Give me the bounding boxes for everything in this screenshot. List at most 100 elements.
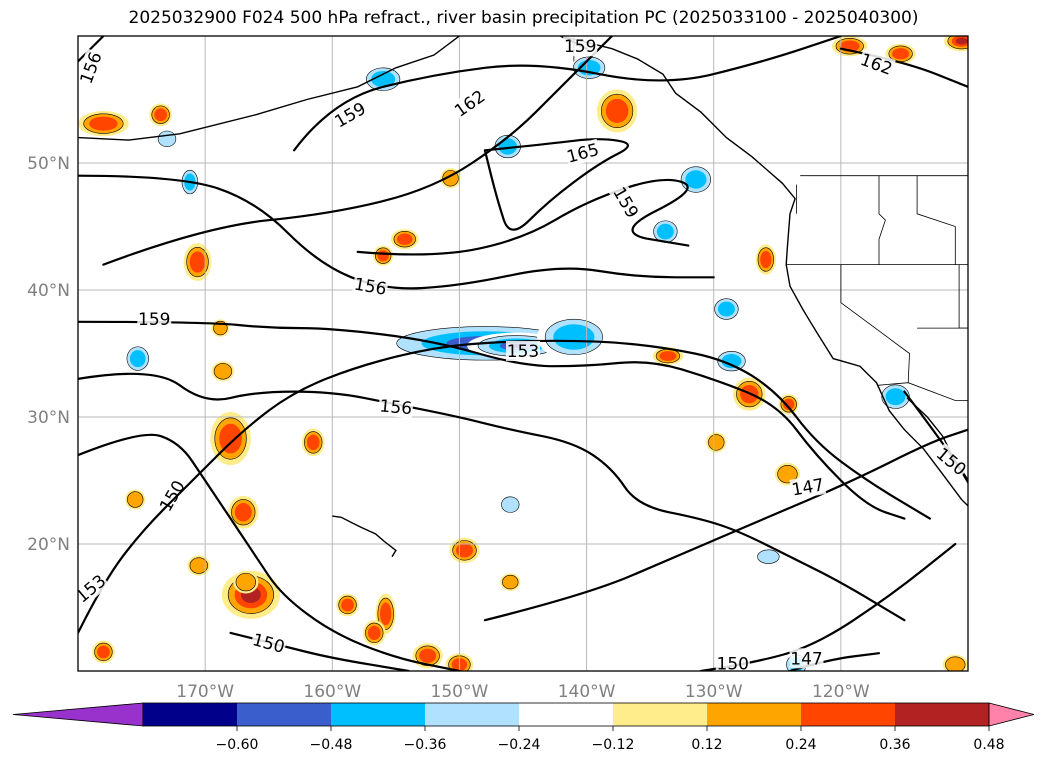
colorbar-segment — [895, 703, 990, 726]
contour-162: 162 — [293, 36, 842, 152]
precip-anomaly-area — [755, 244, 776, 275]
map-axes: 170°W 160°W 150°W 140°W 130°W 120°W 20°N 30°N 40… — [27, 154, 870, 702]
contour-label-background — [789, 474, 827, 500]
contour-150: 150 — [229, 629, 410, 671]
precip-anomaly-area — [92, 640, 115, 664]
precip-anomaly-area — [228, 495, 259, 529]
colorbar-segment — [425, 703, 520, 726]
precip-anomaly-area — [361, 64, 405, 94]
precip-anomaly-area — [233, 570, 259, 594]
precip-anomaly-area — [498, 494, 522, 515]
precip-anomaly-area — [652, 347, 684, 365]
coastline — [332, 515, 397, 558]
contour-line — [483, 138, 629, 231]
contour-153: 153 — [506, 340, 540, 362]
contour-label-background — [857, 48, 896, 80]
political-border — [877, 382, 968, 401]
precip-anomaly-area — [711, 295, 742, 323]
precip-anomaly-area — [877, 381, 914, 412]
map-frame — [77, 35, 969, 672]
contour-label-background — [154, 476, 190, 516]
contour-159: 159 — [560, 36, 598, 57]
colorbar-segment — [801, 703, 896, 726]
contour-line — [788, 652, 881, 671]
precip-anomaly-area — [301, 428, 325, 457]
colorbar-tick-label: −0.36 — [404, 737, 447, 753]
contour-line — [78, 320, 906, 520]
contour-label: 159 — [138, 310, 170, 330]
contour-156: 156 — [78, 174, 715, 300]
contour-147: 147 — [483, 428, 968, 622]
contour-label-background — [137, 309, 172, 330]
precip-anomaly-area — [123, 343, 152, 374]
colorbar-tick-label: −0.12 — [592, 737, 635, 753]
precip-anomaly-area — [78, 111, 129, 137]
colorbar-tick-label: −0.24 — [498, 737, 541, 753]
colorbar: −0.60 −0.48 −0.36 −0.24 −0.12 0.12 0.24 0.36 0.4… — [12, 702, 1035, 753]
contour-label-background — [78, 48, 106, 88]
colorbar-tick-label: −0.48 — [310, 737, 353, 753]
precip-anomaly-area — [149, 103, 172, 127]
precip-anomaly-area — [373, 245, 394, 266]
contour-label-background — [506, 340, 540, 361]
precip-anomaly-area — [125, 489, 146, 510]
coastline — [560, 36, 968, 507]
colorbar-tick-label: −0.60 — [216, 737, 259, 753]
precip-anomaly-area — [706, 432, 727, 453]
colorbar-tick-label: 0.24 — [785, 737, 816, 753]
contour-156: 156 — [78, 372, 906, 622]
precip-anomaly-area — [155, 128, 179, 149]
colorbar-segment — [519, 703, 614, 726]
contour-label-background — [789, 648, 824, 669]
contour-label: 159 — [564, 37, 596, 57]
colorbar-tick-label: 0.12 — [691, 737, 722, 753]
colorbar-frame — [142, 702, 990, 727]
precip-anomaly-area — [183, 243, 212, 282]
coastline — [78, 36, 460, 141]
colorbar-segment — [237, 703, 332, 726]
contour-150: 150 — [78, 433, 461, 671]
contour-line — [78, 339, 931, 634]
precip-anomaly-area — [187, 555, 211, 576]
contour-label: 150 — [717, 654, 749, 674]
political-border — [840, 264, 910, 383]
colorbar-tick-label: 0.48 — [973, 737, 1004, 753]
precip-anomaly-area — [754, 547, 783, 566]
contour-line — [78, 36, 105, 63]
contour-line — [102, 36, 614, 266]
precip-anomaly-area — [942, 654, 968, 671]
contour-line — [483, 428, 968, 622]
precip-anomaly-area — [676, 163, 715, 196]
precip-anomaly-area — [778, 394, 799, 415]
colorbar-segment — [143, 703, 238, 726]
latitude-label: 40°N — [27, 281, 70, 301]
longitude-label: 140°W — [558, 682, 616, 702]
latitude-label: 50°N — [27, 154, 70, 174]
political-border — [916, 175, 956, 265]
colorbar-segment — [613, 703, 708, 726]
precip-anomaly-area — [774, 462, 801, 486]
colorbar-extend-low — [12, 702, 144, 727]
contour-line — [839, 47, 968, 88]
colorbar-segment — [707, 703, 802, 726]
precip-anomaly-area — [943, 36, 968, 52]
precip-anomaly-area — [596, 89, 638, 133]
political-border — [878, 175, 886, 265]
contour-line — [78, 433, 461, 671]
contour-159: 159 — [78, 309, 906, 520]
contour-150: 150 — [699, 542, 957, 674]
contour-label-background — [351, 273, 389, 299]
colorbar-segment — [331, 703, 426, 726]
colorbar-extend-high — [988, 702, 1035, 727]
colorbar-tick-label: 0.36 — [879, 737, 910, 753]
contour-165: 165 — [483, 138, 629, 231]
contour-label: 156 — [379, 396, 413, 419]
contour-147: 147 — [788, 648, 881, 671]
precip-anomaly-area — [537, 314, 611, 360]
precip-anomaly-area — [390, 229, 419, 250]
contour-label-background — [932, 442, 968, 481]
longitude-label: 130°W — [685, 682, 743, 702]
precip-anomaly-area — [211, 319, 230, 337]
precip-anomaly-area — [500, 573, 521, 591]
precip-anomaly-area — [885, 43, 916, 64]
